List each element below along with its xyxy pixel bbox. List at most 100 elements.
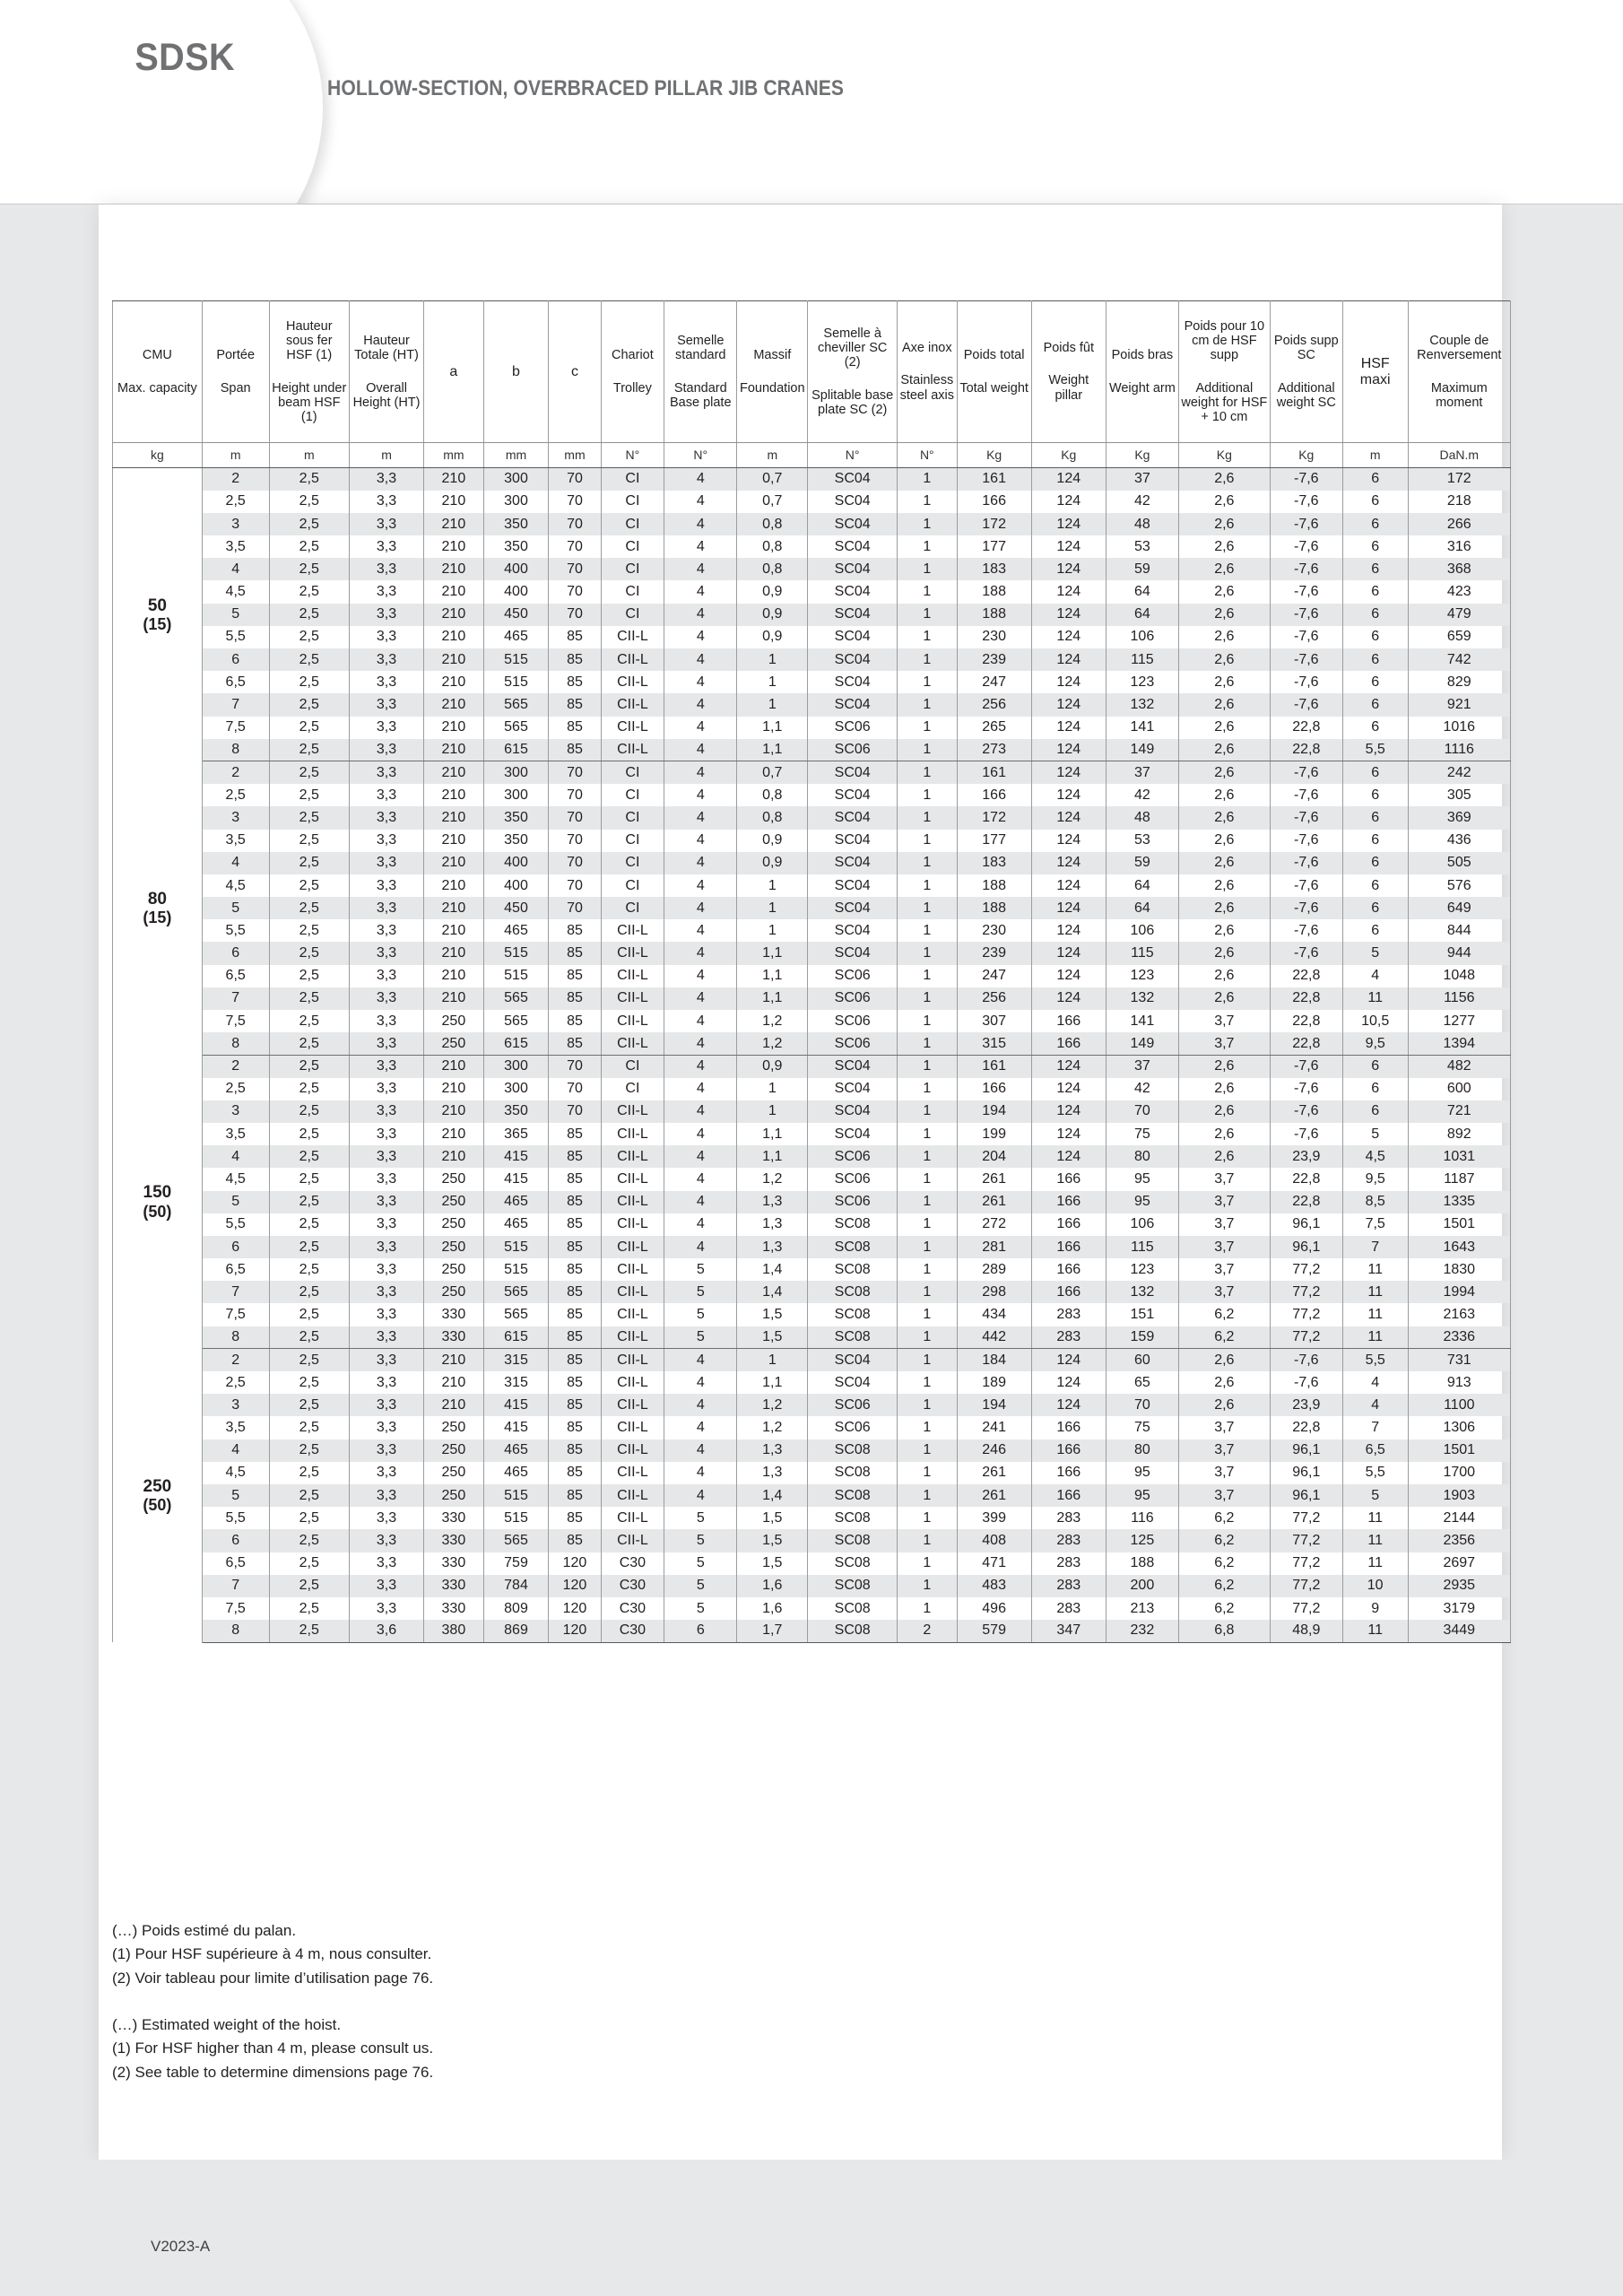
- table-row: 5,5 2,5 3,3 330 515 85 CII-L 5 1,5 SC08 1 399 283 116…: [113, 1507, 1512, 1530]
- table-cell: 415: [482, 1145, 550, 1169]
- table-cell: 2,5: [268, 1122, 350, 1146]
- col-label-fr: Poids pour 10 cm de HSF supp: [1184, 318, 1265, 363]
- table-row: 5,5 2,5 3,3 250 465 85 CII-L 4 1,3 SC08 1 272 166 106…: [113, 1213, 1512, 1236]
- table-cell: 3179: [1407, 1596, 1512, 1621]
- table-cell: 4: [664, 693, 738, 717]
- table-cell: 1,1: [736, 1145, 809, 1169]
- table-cell: 400: [482, 851, 550, 874]
- col-header-semelle-cheviller: Semelle à cheviller SC (2) Splitable base…: [807, 300, 898, 443]
- col-label-fr: Semelle standard: [675, 334, 726, 363]
- table-cell: 369: [1407, 806, 1512, 830]
- table-cell: 4: [201, 1145, 270, 1169]
- table-cell: 2,5: [268, 625, 350, 648]
- table-cell: 210: [423, 558, 484, 581]
- table-cell: -7,6: [1269, 603, 1343, 626]
- table-cell: 2697: [1407, 1552, 1512, 1575]
- table-cell: 3,3: [348, 829, 425, 852]
- table-cell: 844: [1407, 919, 1512, 943]
- col-label-en: Weight pillar: [1048, 373, 1089, 403]
- table-cell: 85: [548, 1258, 602, 1282]
- capacity-value: 250: [143, 1476, 172, 1496]
- table-cell: 515: [482, 964, 550, 987]
- table-cell: 124: [1030, 897, 1107, 920]
- table-cell: 1: [897, 467, 958, 491]
- table-cell: 3,3: [348, 467, 425, 491]
- table-cell: CII-L: [600, 942, 665, 965]
- table-cell: 80: [1105, 1439, 1179, 1462]
- table-cell: 5: [664, 1574, 738, 1597]
- table-cell: 1: [736, 671, 809, 694]
- table-cell: 250: [423, 1439, 484, 1462]
- table-cell: CII-L: [600, 648, 665, 672]
- col-label-en: Stainless steel axis: [899, 373, 955, 403]
- table-cell: CII-L: [600, 625, 665, 648]
- table-cell: 48,9: [1269, 1620, 1343, 1643]
- col-unit-ht: m: [348, 442, 425, 468]
- table-cell: 2,6: [1177, 603, 1271, 626]
- table-cell: 4: [664, 829, 738, 852]
- table-cell: 64: [1105, 874, 1179, 898]
- table-cell: 210: [423, 716, 484, 739]
- table-cell: 59: [1105, 558, 1179, 581]
- table-cell: 4: [664, 512, 738, 536]
- table-cell: 70: [548, 558, 602, 581]
- table-cell: 204: [956, 1145, 1032, 1169]
- table-cell: 2,5: [268, 1394, 350, 1417]
- col-unit-poids-bras: Kg: [1105, 442, 1179, 468]
- table-cell: C30: [600, 1574, 665, 1597]
- table-cell: SC06: [807, 1416, 898, 1439]
- table-cell: 4: [664, 535, 738, 559]
- table-cell: 8,5: [1341, 1190, 1409, 1213]
- table-cell: 3,3: [348, 1552, 425, 1575]
- table-cell: SC04: [807, 829, 898, 852]
- table-cell: 3,3: [348, 625, 425, 648]
- col-label-fr: Semelle à cheviller SC (2): [817, 326, 888, 370]
- table-cell: 7,5: [1341, 1213, 1409, 1236]
- col-unit-semelle-cheviller: N°: [807, 442, 898, 468]
- table-cell: 330: [423, 1529, 484, 1552]
- table-cell: 6: [1341, 603, 1409, 626]
- table-cell: SC08: [807, 1596, 898, 1621]
- table-cell: 2,6: [1177, 625, 1271, 648]
- table-cell: 0,9: [736, 829, 809, 852]
- table-cell: 892: [1407, 1122, 1512, 1146]
- table-cell: 721: [1407, 1100, 1512, 1123]
- col-unit-semelle-standard: N°: [664, 442, 738, 468]
- table-cell: 6: [201, 648, 270, 672]
- table-row: 7,5 2,5 3,3 330 565 85 CII-L 5 1,5 SC08 1 434 283 151…: [113, 1303, 1512, 1326]
- table-cell: -7,6: [1269, 467, 1343, 491]
- table-row: 6,5 2,5 3,3 330 759 120 C30 5 1,5 SC08 1 471 283 188 6…: [113, 1552, 1512, 1575]
- table-cell: 123: [1105, 671, 1179, 694]
- col-label-fr: Massif: [753, 348, 792, 363]
- table-cell: 2,6: [1177, 1371, 1271, 1395]
- table-cell: SC04: [807, 580, 898, 604]
- table-cell: 239: [956, 648, 1032, 672]
- table-cell: 2,5: [268, 693, 350, 717]
- table-cell: 3,3: [348, 693, 425, 717]
- table-cell: 330: [423, 1574, 484, 1597]
- table-cell: 23,9: [1269, 1145, 1343, 1169]
- col-unit-chariot: N°: [600, 442, 665, 468]
- table-cell: 579: [956, 1620, 1032, 1643]
- table-cell: 1,2: [736, 1168, 809, 1191]
- table-cell: CII-L: [600, 1371, 665, 1395]
- table-cell: 9,5: [1341, 1168, 1409, 1191]
- table-cell: SC08: [807, 1303, 898, 1326]
- table-cell: 2: [201, 467, 270, 491]
- table-cell: CII-L: [600, 671, 665, 694]
- table-cell: 4: [664, 1010, 738, 1033]
- table-cell: 85: [548, 625, 602, 648]
- table-cell: 1: [897, 1439, 958, 1462]
- table-cell: 350: [482, 512, 550, 536]
- table-row: 4,5 2,5 3,3 250 415 85 CII-L 4 1,2 SC06 1 261 166 95 3…: [113, 1168, 1512, 1191]
- col-label-fr: Portée: [216, 348, 256, 363]
- table-head: CMU Max. capacity Portée Span Hauteur sous…: [112, 300, 1512, 468]
- table-cell: 85: [548, 738, 602, 762]
- table-row: 3,5 2,5 3,3 250 415 85 CII-L 4 1,2 SC06 1 241 166 75 3…: [113, 1416, 1512, 1439]
- table-cell: CII-L: [600, 1303, 665, 1326]
- table-cell: SC06: [807, 1032, 898, 1056]
- table-cell: 3,3: [348, 716, 425, 739]
- table-cell: 210: [423, 580, 484, 604]
- table-cell: 4: [664, 1122, 738, 1146]
- col-header-hsf: Hauteur sous fer HSF (1) Height under bea…: [268, 300, 350, 443]
